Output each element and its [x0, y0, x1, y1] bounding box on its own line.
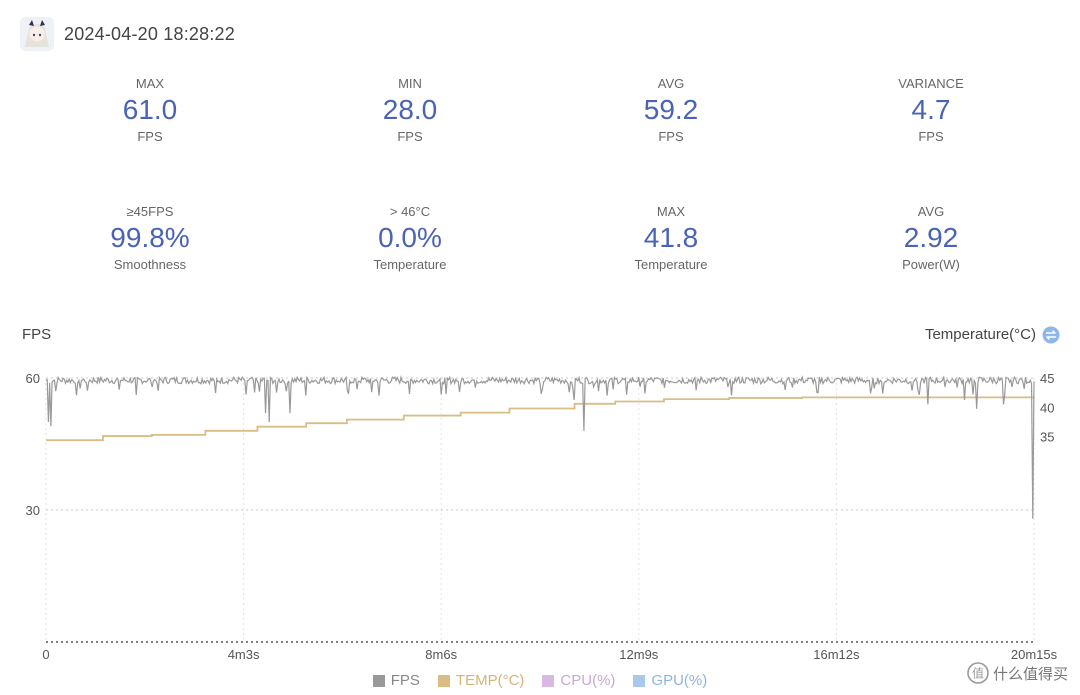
stat-unit: FPS	[137, 129, 163, 144]
x-tick-label: 20m15s	[1011, 647, 1058, 662]
stat-label: MAX	[135, 76, 165, 91]
stat-unit: Temperature	[634, 257, 708, 272]
watermark-logo-icon: 值	[967, 662, 989, 684]
stat-value: 99.8%	[110, 222, 190, 253]
svg-text:值: 值	[972, 666, 984, 681]
stat-value: 41.8	[643, 222, 699, 253]
x-tick-label: 0	[42, 647, 49, 662]
stat-label: AVG	[917, 204, 945, 219]
stat-label: ≥45FPS	[126, 204, 174, 219]
stat-value: 61.0	[122, 94, 178, 125]
x-tick-label: 12m9s	[619, 647, 659, 662]
stat-label: > 46°C	[389, 204, 431, 219]
fps-temperature-chart: 0 4m3s 8m6s 12m9s 16m12s 20m15s 60 30 45 40 35	[26, 371, 1058, 662]
temp-series-line	[46, 396, 1035, 442]
x-tick-label: 4m3s	[228, 647, 260, 662]
stat-label: MIN	[398, 76, 422, 91]
watermark-text: 什么值得买	[992, 665, 1068, 683]
y2-tick-label: 45	[1040, 371, 1054, 386]
y2-tick-label: 35	[1040, 430, 1054, 445]
y-tick-label: 60	[26, 371, 40, 386]
stat-value: 59.2	[643, 94, 699, 125]
chart-legend: FPS TEMP(°C) CPU(%) GPU(%)	[0, 672, 1080, 689]
stat-unit: Power(W)	[902, 257, 960, 272]
legend-item-fps[interactable]: FPS	[372, 672, 420, 689]
stat-unit: Temperature	[373, 257, 447, 272]
legend-label: CPU(%)	[560, 672, 616, 689]
stat-smoothness: ≥45FPS 99.8% Smoothness	[50, 204, 250, 272]
legend-item-temp[interactable]: TEMP(°C)	[437, 672, 525, 689]
legend-item-gpu[interactable]: GPU(%)	[633, 672, 707, 689]
avatar[interactable]	[20, 17, 54, 51]
fps-series-line	[45, 375, 1035, 519]
session-timestamp: 2024-04-20 18:28:22	[64, 23, 235, 44]
stat-unit: Smoothness	[113, 257, 187, 272]
legend-label: GPU(%)	[651, 672, 708, 689]
header: 2024-04-20 18:28:22	[20, 16, 235, 52]
stat-value: 4.7	[911, 94, 951, 125]
y-axis-title-right: Temperature(°C)	[924, 326, 1036, 343]
stat-min-fps: MIN 28.0 FPS	[310, 76, 510, 144]
stat-over-temp: > 46°C 0.0% Temperature	[310, 204, 510, 272]
legend-label: FPS	[390, 672, 420, 689]
stat-value: 0.0%	[378, 222, 442, 253]
y-axis-title-left: FPS	[22, 326, 52, 343]
stat-value: 2.92	[903, 222, 959, 253]
x-tick-label: 16m12s	[813, 647, 860, 662]
y-tick-label: 30	[26, 503, 40, 518]
stat-value: 28.0	[382, 94, 438, 125]
stat-label: VARIANCE	[898, 76, 964, 91]
stat-variance-fps: VARIANCE 4.7 FPS	[831, 76, 1031, 144]
stat-avg-power: AVG 2.92 Power(W)	[831, 204, 1031, 272]
stat-max-temp: MAX 41.8 Temperature	[571, 204, 771, 272]
legend-item-cpu[interactable]: CPU(%)	[542, 672, 615, 689]
watermark: 值 什么值得买	[967, 662, 1068, 684]
legend-swatch	[437, 674, 450, 687]
legend-label: TEMP(°C)	[455, 672, 525, 689]
stat-label: MAX	[656, 204, 686, 219]
stat-unit: FPS	[658, 129, 684, 144]
legend-swatch	[372, 674, 385, 687]
y2-tick-label: 40	[1040, 400, 1054, 415]
legend-swatch	[633, 674, 646, 687]
legend-swatch	[542, 674, 555, 687]
stat-unit: FPS	[397, 129, 423, 144]
stat-unit: FPS	[918, 129, 944, 144]
stat-avg-fps: AVG 59.2 FPS	[571, 76, 771, 144]
stat-label: AVG	[657, 76, 685, 91]
x-tick-label: 8m6s	[425, 647, 457, 662]
stat-max-fps: MAX 61.0 FPS	[50, 76, 250, 144]
swap-axis-icon[interactable]	[1042, 326, 1060, 344]
